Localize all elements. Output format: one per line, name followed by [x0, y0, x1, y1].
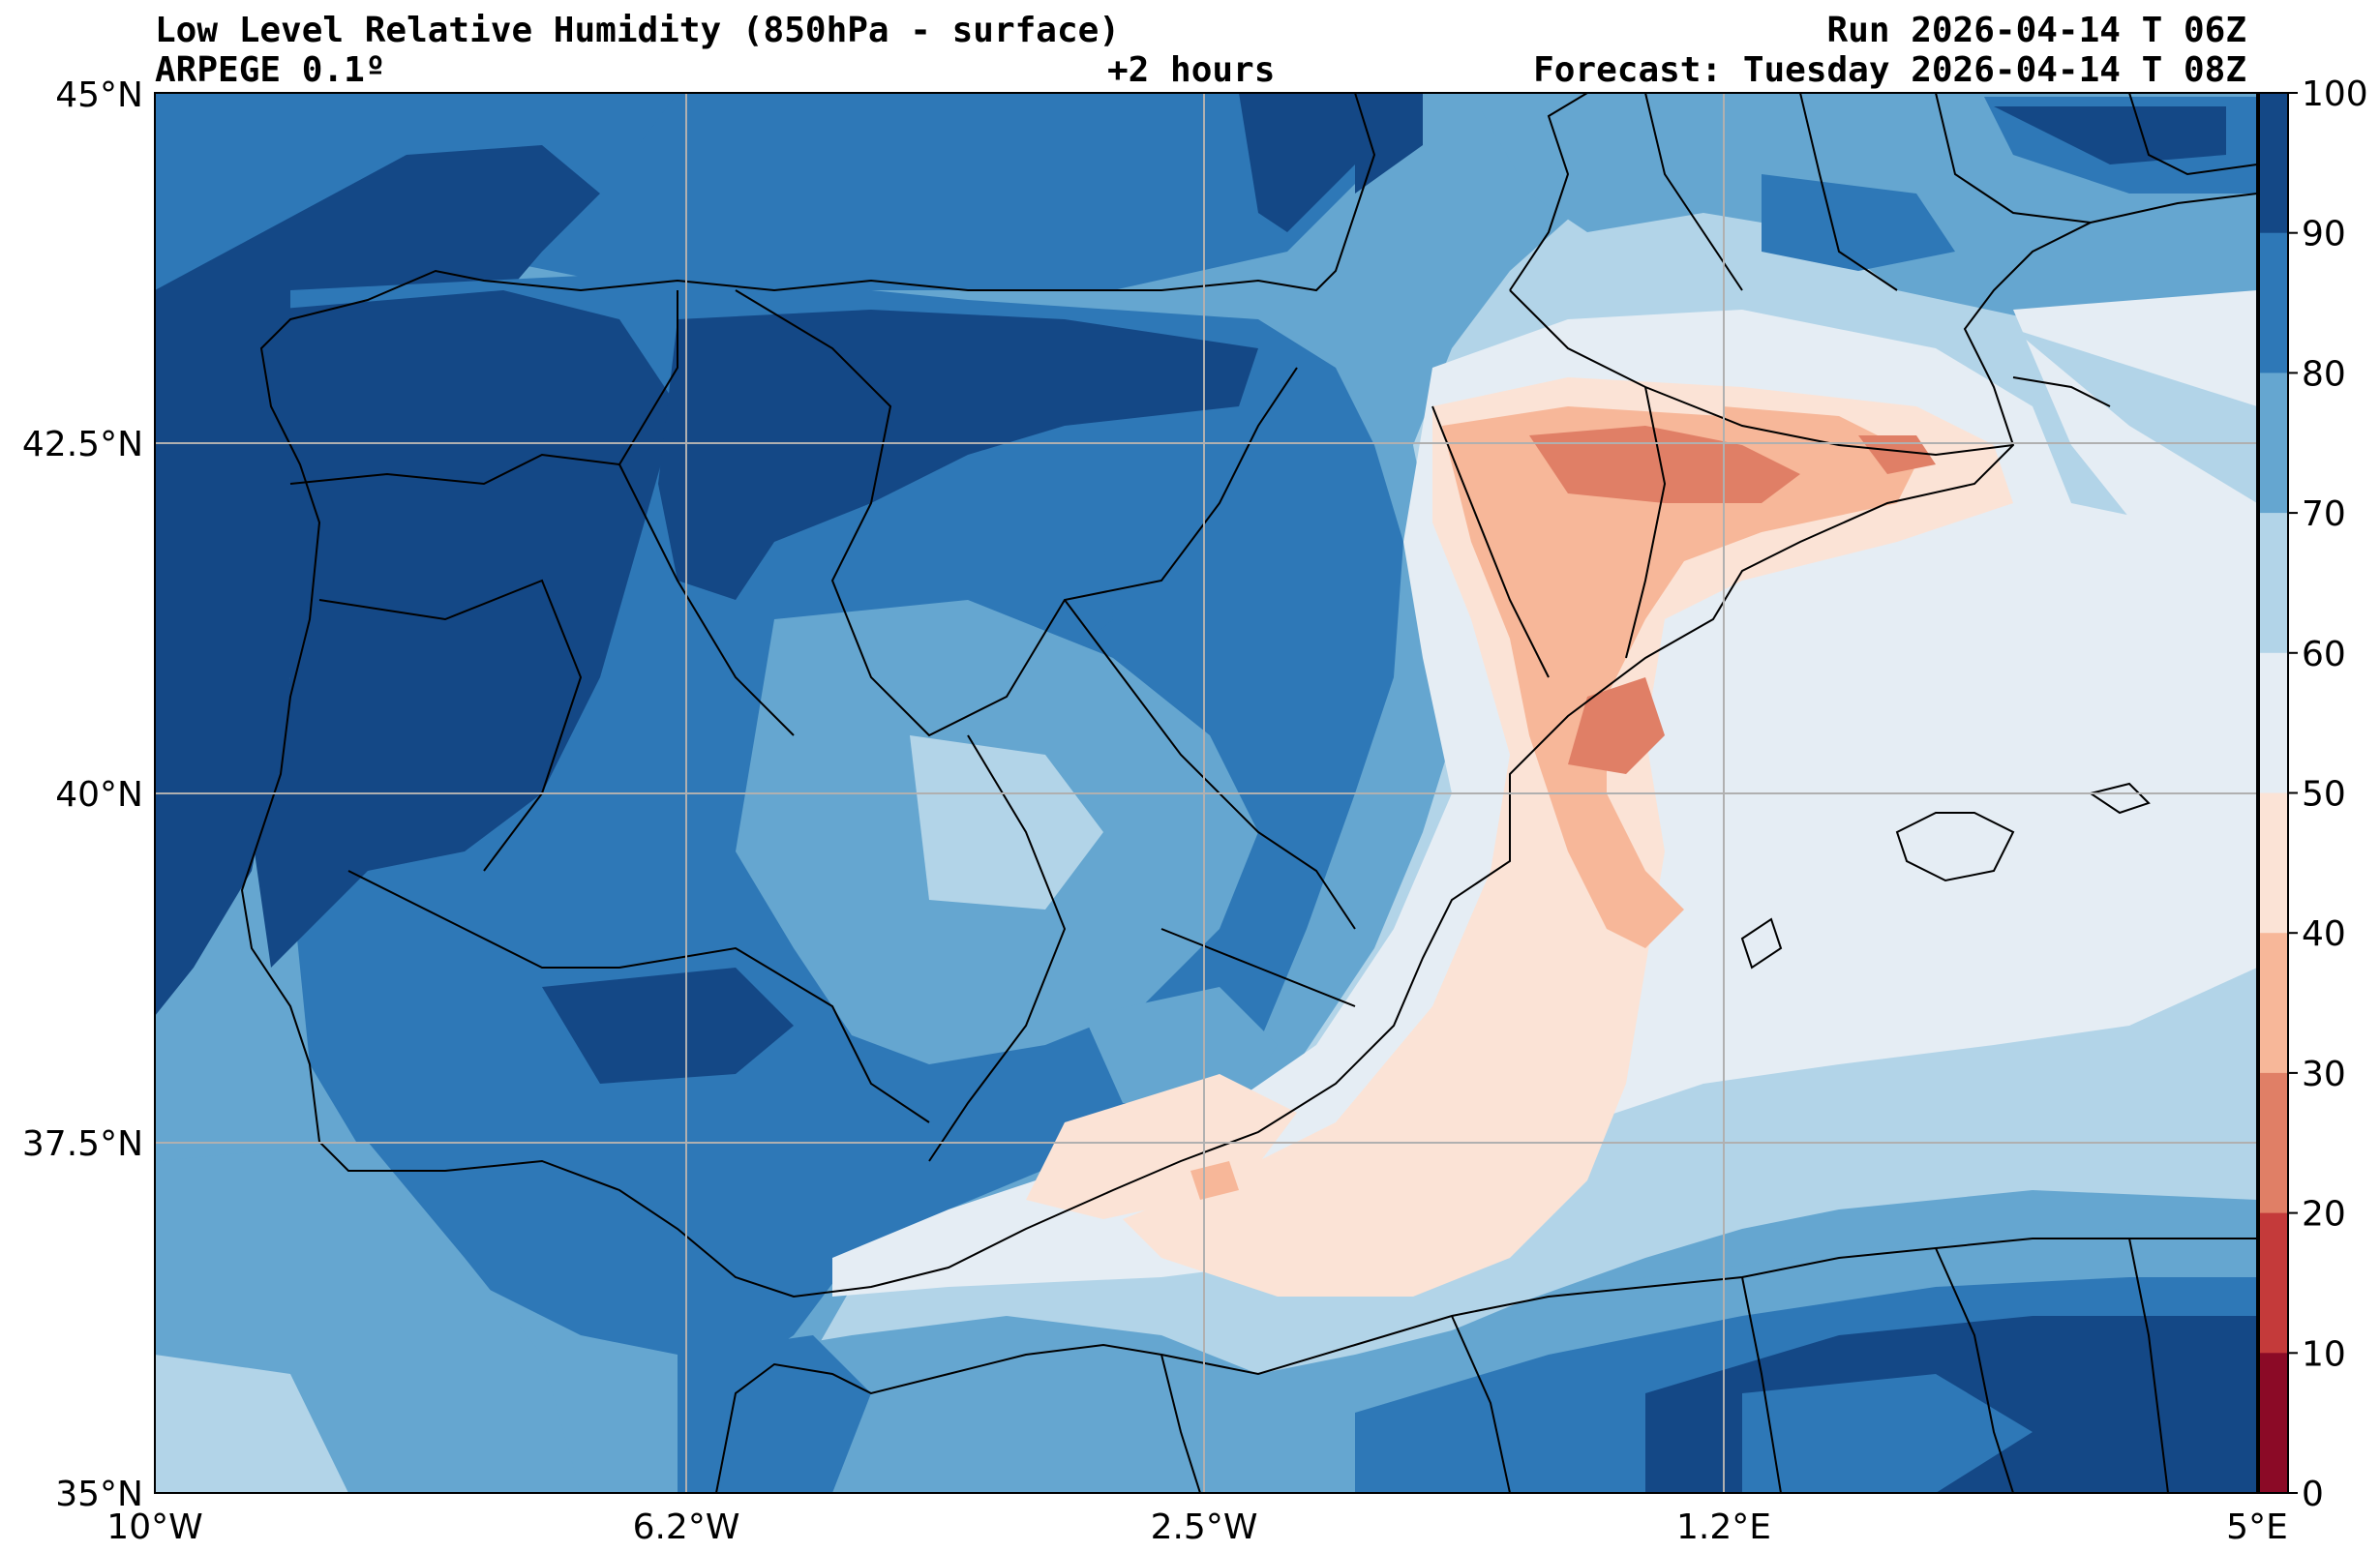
colorbar-bin	[2259, 232, 2288, 373]
run-time: Run 2026-04-14 T 06Z	[1826, 11, 2246, 50]
colorbar-bin	[2259, 93, 2288, 234]
colorbar-tick-label: 0	[2302, 1475, 2324, 1514]
colorbar-tick-label: 80	[2302, 354, 2346, 394]
colorbar-tick-label: 60	[2302, 635, 2346, 674]
lat-label: 45°N	[55, 75, 143, 115]
colorbar-bin	[2259, 792, 2288, 934]
colorbar-tick-label: 20	[2302, 1195, 2346, 1235]
lat-label: 37.5°N	[22, 1124, 143, 1164]
lon-label: 10°W	[106, 1507, 202, 1547]
colorbar-bin	[2259, 513, 2288, 654]
colorbar-tick-label: 30	[2302, 1055, 2346, 1094]
lat-label: 42.5°N	[22, 425, 143, 464]
lon-label: 1.2°E	[1676, 1507, 1771, 1547]
colorbar-tick-label: 40	[2302, 914, 2346, 954]
colorbar	[2259, 93, 2288, 1494]
colorbar-bin	[2259, 1212, 2288, 1354]
coastlines	[240, 93, 2257, 1493]
colorbar-tick-label: 50	[2302, 775, 2346, 815]
colorbar-bin	[2259, 1353, 2288, 1494]
colorbar-tick-label: 70	[2302, 494, 2346, 534]
colorbar-tick-label: 100	[2302, 75, 2368, 114]
lon-label: 5°E	[2226, 1507, 2288, 1547]
colorbar-bin	[2259, 933, 2288, 1074]
lat-label: 35°N	[55, 1475, 143, 1514]
lead-time: +2 hours	[1107, 50, 1276, 90]
colorbar-bin	[2259, 1072, 2288, 1214]
colorbar-bin	[2259, 373, 2288, 514]
colorbar-tick-label: 90	[2302, 215, 2346, 254]
forecast-time: Forecast: Tuesday 2026-04-14 T 08Z	[1533, 50, 2246, 90]
model-name: ARPEGE 0.1º	[155, 50, 386, 90]
gridlines	[155, 93, 2257, 1493]
plot-frame	[154, 92, 2258, 1494]
map-title: Low Level Relative Humidity (850hPa - su…	[155, 11, 1120, 50]
colorbar-frame	[2258, 92, 2289, 1494]
lon-label: 6.2°W	[633, 1507, 740, 1547]
colorbar-tick-label: 10	[2302, 1334, 2346, 1374]
colorbar-bin	[2259, 652, 2288, 793]
lat-label: 40°N	[55, 775, 143, 815]
lon-label: 2.5°W	[1151, 1507, 1258, 1547]
